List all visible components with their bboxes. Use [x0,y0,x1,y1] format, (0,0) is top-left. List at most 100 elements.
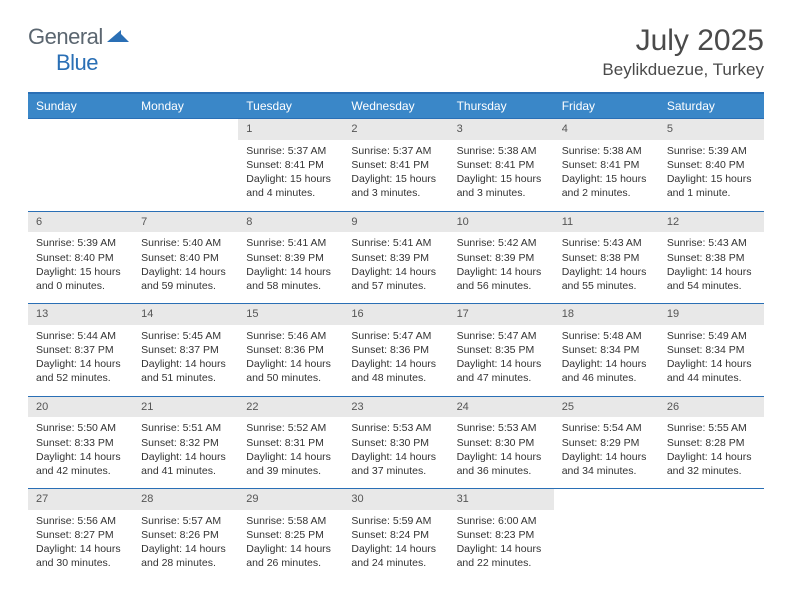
sunrise-line: Sunrise: 5:58 AM [246,514,335,528]
sunset-line: Sunset: 8:38 PM [562,251,651,265]
daylight-line: Daylight: 15 hours and 4 minutes. [246,172,335,200]
daylight-line: Daylight: 14 hours and 36 minutes. [457,450,546,478]
calendar-day-cell: 27Sunrise: 5:56 AMSunset: 8:27 PMDayligh… [28,489,133,581]
daylight-line: Daylight: 14 hours and 42 minutes. [36,450,125,478]
daylight-line: Daylight: 15 hours and 3 minutes. [351,172,440,200]
daylight-line: Daylight: 15 hours and 3 minutes. [457,172,546,200]
day-content: Sunrise: 5:38 AMSunset: 8:41 PMDaylight:… [449,140,554,211]
sunrise-line: Sunrise: 5:37 AM [351,144,440,158]
calendar-day-cell: 17Sunrise: 5:47 AMSunset: 8:35 PMDayligh… [449,304,554,397]
day-number: 16 [343,304,448,325]
calendar-day-cell: 24Sunrise: 5:53 AMSunset: 8:30 PMDayligh… [449,396,554,489]
sunrise-line: Sunrise: 5:50 AM [36,421,125,435]
day-content: Sunrise: 5:42 AMSunset: 8:39 PMDaylight:… [449,232,554,303]
calendar-day-cell: 4Sunrise: 5:38 AMSunset: 8:41 PMDaylight… [554,119,659,212]
calendar-day-cell: 2Sunrise: 5:37 AMSunset: 8:41 PMDaylight… [343,119,448,212]
sunset-line: Sunset: 8:36 PM [351,343,440,357]
day-number: 23 [343,397,448,418]
sunrise-line: Sunrise: 5:56 AM [36,514,125,528]
calendar-day-cell: .. [659,489,764,581]
day-number: 27 [28,489,133,510]
daylight-line: Daylight: 14 hours and 58 minutes. [246,265,335,293]
daylight-line: Daylight: 14 hours and 48 minutes. [351,357,440,385]
sunset-line: Sunset: 8:25 PM [246,528,335,542]
col-friday: Friday [554,93,659,119]
calendar-week-row: ....1Sunrise: 5:37 AMSunset: 8:41 PMDayl… [28,119,764,212]
calendar-day-cell: .. [133,119,238,212]
day-number: 8 [238,212,343,233]
day-number: 22 [238,397,343,418]
sunset-line: Sunset: 8:30 PM [351,436,440,450]
daylight-line: Daylight: 14 hours and 54 minutes. [667,265,756,293]
day-content: Sunrise: 5:47 AMSunset: 8:36 PMDaylight:… [343,325,448,396]
day-content: Sunrise: 5:40 AMSunset: 8:40 PMDaylight:… [133,232,238,303]
sunrise-line: Sunrise: 6:00 AM [457,514,546,528]
day-content: Sunrise: 5:41 AMSunset: 8:39 PMDaylight:… [343,232,448,303]
col-sunday: Sunday [28,93,133,119]
sunset-line: Sunset: 8:41 PM [562,158,651,172]
page-header: General Blue July 2025 Beylikduezue, Tur… [28,24,764,80]
calendar-day-cell: .. [28,119,133,212]
calendar-header-row: Sunday Monday Tuesday Wednesday Thursday… [28,93,764,119]
day-content: Sunrise: 5:49 AMSunset: 8:34 PMDaylight:… [659,325,764,396]
day-number: 17 [449,304,554,325]
calendar-day-cell: 13Sunrise: 5:44 AMSunset: 8:37 PMDayligh… [28,304,133,397]
daylight-line: Daylight: 14 hours and 55 minutes. [562,265,651,293]
sunset-line: Sunset: 8:23 PM [457,528,546,542]
day-number: 30 [343,489,448,510]
sunrise-line: Sunrise: 5:55 AM [667,421,756,435]
day-number: 21 [133,397,238,418]
day-content: Sunrise: 5:53 AMSunset: 8:30 PMDaylight:… [449,417,554,488]
day-content: Sunrise: 6:00 AMSunset: 8:23 PMDaylight:… [449,510,554,581]
day-number: 25 [554,397,659,418]
sunrise-line: Sunrise: 5:47 AM [351,329,440,343]
day-number: 28 [133,489,238,510]
calendar-day-cell: 22Sunrise: 5:52 AMSunset: 8:31 PMDayligh… [238,396,343,489]
sunset-line: Sunset: 8:35 PM [457,343,546,357]
sunset-line: Sunset: 8:38 PM [667,251,756,265]
calendar-day-cell: 20Sunrise: 5:50 AMSunset: 8:33 PMDayligh… [28,396,133,489]
col-tuesday: Tuesday [238,93,343,119]
sunset-line: Sunset: 8:34 PM [667,343,756,357]
sunset-line: Sunset: 8:32 PM [141,436,230,450]
logo-word-2: Blue [56,50,98,75]
sunset-line: Sunset: 8:41 PM [457,158,546,172]
col-wednesday: Wednesday [343,93,448,119]
daylight-line: Daylight: 14 hours and 26 minutes. [246,542,335,570]
day-number: 13 [28,304,133,325]
day-number: 29 [238,489,343,510]
calendar-week-row: 27Sunrise: 5:56 AMSunset: 8:27 PMDayligh… [28,489,764,581]
calendar-day-cell: 11Sunrise: 5:43 AMSunset: 8:38 PMDayligh… [554,211,659,304]
daylight-line: Daylight: 15 hours and 2 minutes. [562,172,651,200]
calendar-day-cell: .. [554,489,659,581]
day-number: 24 [449,397,554,418]
day-content: Sunrise: 5:45 AMSunset: 8:37 PMDaylight:… [133,325,238,396]
daylight-line: Daylight: 14 hours and 24 minutes. [351,542,440,570]
daylight-line: Daylight: 14 hours and 52 minutes. [36,357,125,385]
daylight-line: Daylight: 14 hours and 22 minutes. [457,542,546,570]
sunrise-line: Sunrise: 5:53 AM [457,421,546,435]
sunrise-line: Sunrise: 5:47 AM [457,329,546,343]
daylight-line: Daylight: 14 hours and 59 minutes. [141,265,230,293]
day-number: 7 [133,212,238,233]
calendar-table: Sunday Monday Tuesday Wednesday Thursday… [28,92,764,581]
day-number: 9 [343,212,448,233]
daylight-line: Daylight: 14 hours and 50 minutes. [246,357,335,385]
title-block: July 2025 Beylikduezue, Turkey [602,24,764,80]
sunset-line: Sunset: 8:39 PM [351,251,440,265]
sunrise-line: Sunrise: 5:54 AM [562,421,651,435]
daylight-line: Daylight: 14 hours and 28 minutes. [141,542,230,570]
calendar-day-cell: 28Sunrise: 5:57 AMSunset: 8:26 PMDayligh… [133,489,238,581]
day-number: 6 [28,212,133,233]
daylight-line: Daylight: 14 hours and 46 minutes. [562,357,651,385]
sunset-line: Sunset: 8:26 PM [141,528,230,542]
sunset-line: Sunset: 8:37 PM [141,343,230,357]
calendar-day-cell: 6Sunrise: 5:39 AMSunset: 8:40 PMDaylight… [28,211,133,304]
day-number: 15 [238,304,343,325]
day-number: 11 [554,212,659,233]
day-number: 2 [343,119,448,140]
sunrise-line: Sunrise: 5:46 AM [246,329,335,343]
day-content: Sunrise: 5:56 AMSunset: 8:27 PMDaylight:… [28,510,133,581]
sunset-line: Sunset: 8:30 PM [457,436,546,450]
sunset-line: Sunset: 8:39 PM [457,251,546,265]
